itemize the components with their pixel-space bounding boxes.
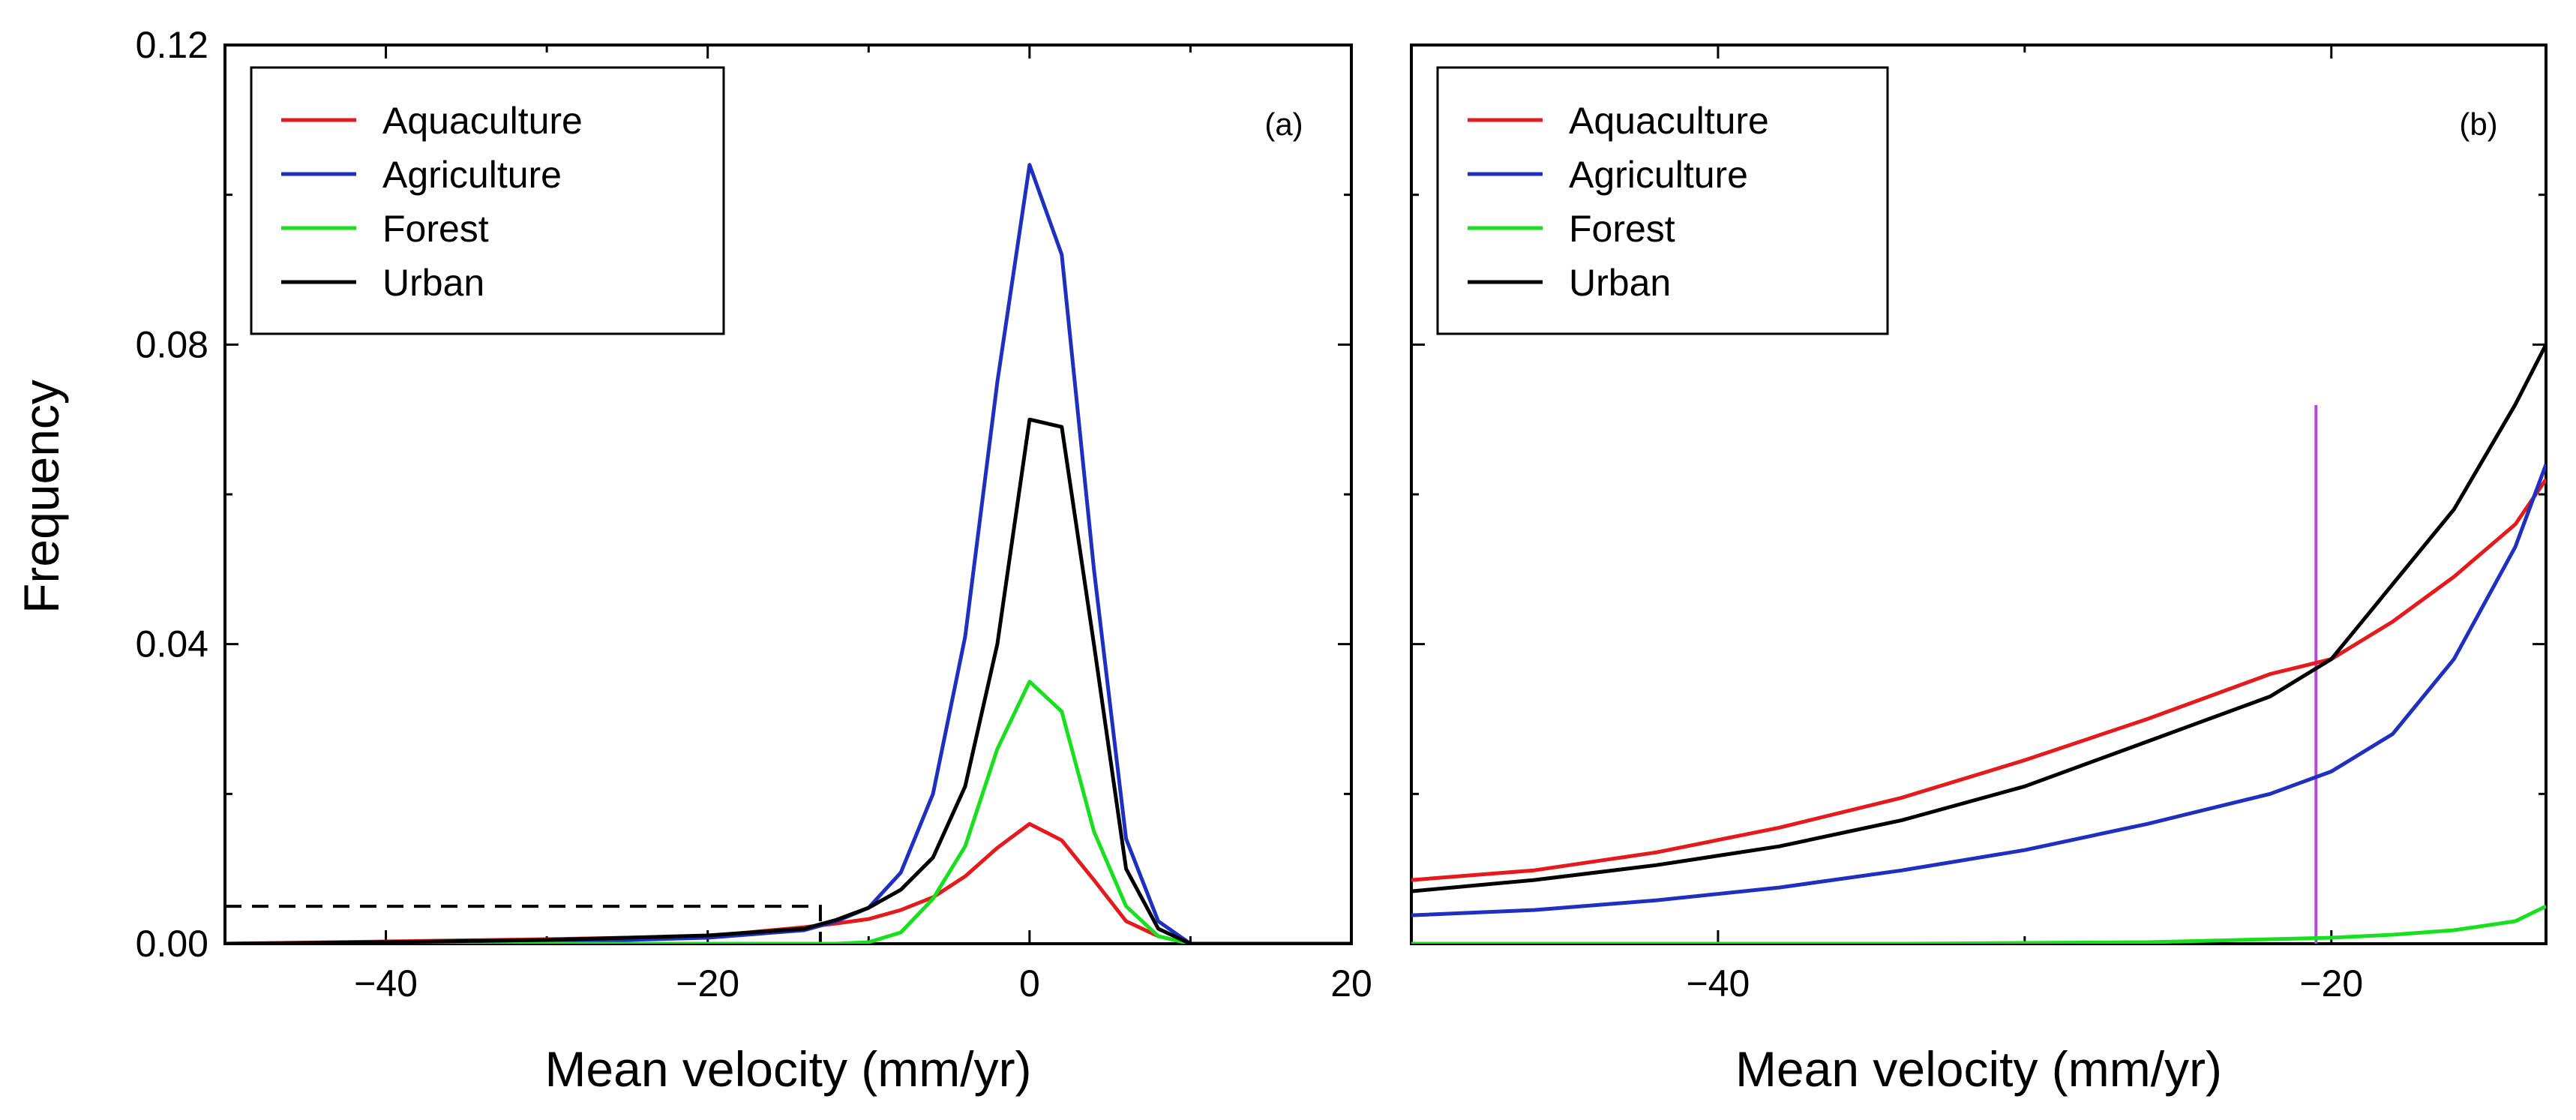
x-tick-label: −40 xyxy=(354,962,418,1004)
y-tick-label: 0.00 xyxy=(136,923,208,965)
panel-tag: (b) xyxy=(2459,107,2497,142)
panel-tag: (a) xyxy=(1264,107,1303,142)
series-group xyxy=(225,163,1351,944)
legend-box xyxy=(250,66,725,335)
panel-a: −40 −20 0 20 0.00 0.04 0.08 0.12 Mean velocity (… xyxy=(136,24,1372,1097)
legend-label-agriculture: Agriculture xyxy=(1569,154,1748,196)
x-axis-label: Mean velocity (mm/yr) xyxy=(544,1041,1031,1097)
panel-b: −40 −20 Mean velocity (mm/yr) Aquaculture Ag… xyxy=(1410,44,2548,1097)
series-group xyxy=(1411,344,2546,944)
y-axis-label: Frequency xyxy=(13,380,69,614)
series-line-aquaculture xyxy=(1411,478,2546,882)
y-tick-label: 0.12 xyxy=(136,24,208,66)
x-tick-label: 20 xyxy=(1330,962,1372,1004)
legend-label-urban: Urban xyxy=(1569,262,1671,304)
series-line-forest xyxy=(225,680,1351,944)
x-tick-label: −40 xyxy=(1687,962,1750,1004)
legend-label-forest: Forest xyxy=(382,208,489,250)
legend-label-urban: Urban xyxy=(382,262,484,304)
zoom-region-dashed-box xyxy=(225,905,822,944)
series-line-aquaculture xyxy=(225,821,1351,944)
legend-label-forest: Forest xyxy=(1569,208,1675,250)
series-line-urban xyxy=(225,417,1351,944)
legend-box xyxy=(1436,66,1889,335)
series-line-agriculture xyxy=(1411,464,2546,917)
x-tick-label: 0 xyxy=(1019,962,1040,1004)
series-line-forest xyxy=(1411,904,2546,944)
x-tick-label: −20 xyxy=(676,962,739,1004)
legend-label-agriculture: Agriculture xyxy=(382,154,562,196)
legend-label-aquaculture: Aquaculture xyxy=(1569,100,1769,142)
y-tick-label: 0.04 xyxy=(136,623,208,665)
legend-label-aquaculture: Aquaculture xyxy=(382,100,583,142)
series-line-agriculture xyxy=(225,163,1351,944)
x-axis-label: Mean velocity (mm/yr) xyxy=(1735,1041,2222,1097)
x-tick-label: −20 xyxy=(2299,962,2363,1004)
y-tick-label: 0.08 xyxy=(136,323,208,365)
series-line-urban xyxy=(1411,344,2546,893)
